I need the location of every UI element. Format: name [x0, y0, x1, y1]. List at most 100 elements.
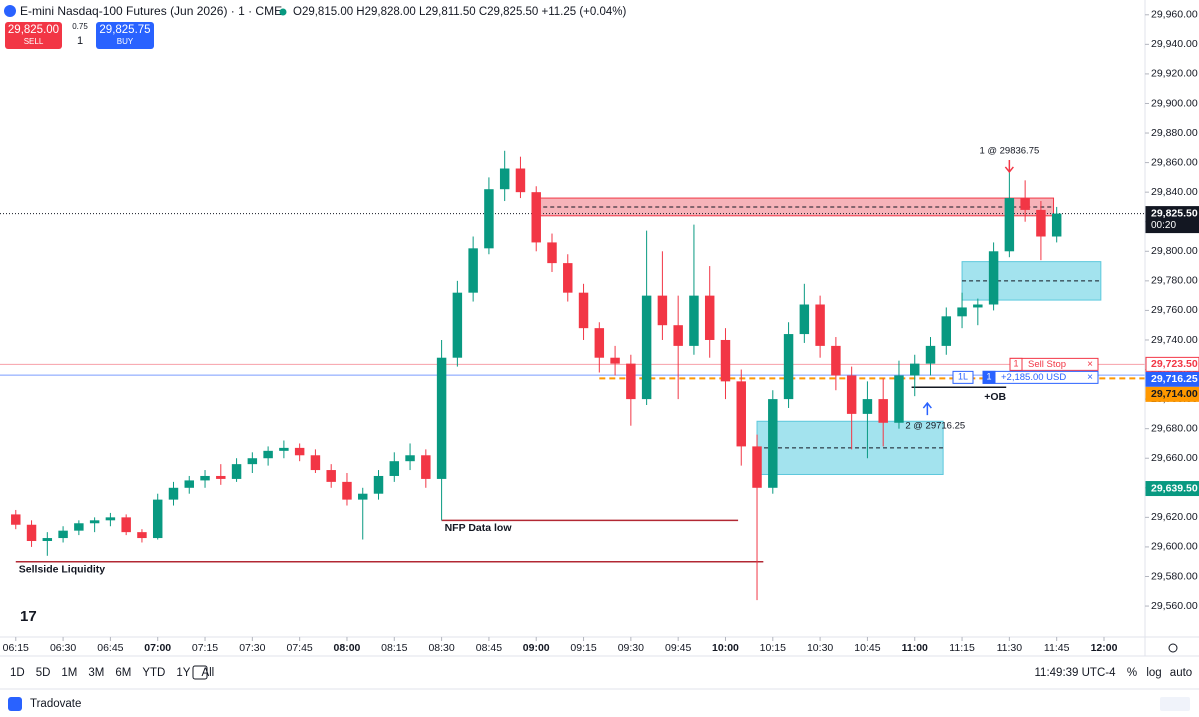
x-tick-label: 08:30	[428, 642, 454, 654]
candle-body	[689, 295, 699, 346]
candle-body	[515, 168, 526, 193]
candle-body	[152, 499, 163, 539]
candle-body	[846, 375, 857, 414]
candle-body	[294, 447, 305, 456]
x-tick-label: 07:30	[239, 642, 265, 654]
x-tick-label: 08:00	[334, 642, 361, 654]
execution-label: 2 @ 29716.25	[905, 421, 965, 432]
candle-body	[74, 523, 84, 531]
candle-body	[941, 316, 952, 346]
x-tick-label: 09:00	[523, 642, 550, 654]
y-tick-label: 29,880.00	[1151, 127, 1198, 139]
clock: 11:49:39 UTC-4	[1035, 667, 1117, 679]
y-tick-label: 29,680.00	[1151, 422, 1198, 434]
order-label[interactable]: +2,185.00 USD	[1001, 372, 1066, 383]
candle-body	[499, 168, 510, 190]
candle-body	[957, 307, 967, 317]
y-tick-label: 29,800.00	[1151, 245, 1198, 257]
candle-body	[26, 524, 37, 542]
candle-body	[547, 242, 557, 264]
candle-body	[878, 399, 888, 423]
candle-body	[421, 455, 431, 479]
candle-body	[673, 325, 683, 346]
order-close[interactable]: ×	[1087, 359, 1093, 370]
order-qty: 1	[986, 372, 991, 382]
order-qty-box	[982, 370, 996, 384]
x-tick-label: 09:45	[665, 642, 691, 654]
panel-toggle[interactable]	[1160, 697, 1190, 711]
x-tick-label: 10:15	[760, 642, 786, 654]
candle-body	[42, 538, 53, 542]
symbol-title: E-mini Nasdaq-100 Futures (Jun 2026) · 1…	[20, 4, 282, 18]
buy-button[interactable]	[96, 22, 154, 49]
candle-body	[783, 334, 794, 400]
quantity[interactable]: 1	[77, 35, 83, 47]
candle-body	[1020, 198, 1030, 210]
range-button[interactable]: 3M	[88, 667, 104, 679]
range-button[interactable]: 5D	[36, 667, 51, 679]
date-range-icon[interactable]	[192, 665, 208, 680]
candle-body	[563, 263, 573, 293]
y-tick-label: 29,920.00	[1151, 68, 1198, 80]
price-label: 29,825.50	[1151, 207, 1198, 219]
tv-logo: 17	[20, 608, 37, 625]
price-label: 29,714.00	[1151, 388, 1198, 400]
y-tick-label: 29,840.00	[1151, 186, 1198, 198]
execution-label: 1 @ 29836.75	[979, 145, 1039, 156]
y-tick-label: 29,560.00	[1151, 600, 1198, 612]
candle-body	[168, 487, 179, 500]
candle-body	[121, 517, 131, 533]
log-toggle[interactable]: log	[1146, 667, 1161, 679]
candle-body	[910, 363, 920, 376]
buy-price[interactable]: 29,825.75	[99, 24, 150, 36]
spread: 0.75	[72, 22, 88, 31]
candle-body	[468, 248, 478, 293]
candle-body	[594, 328, 605, 358]
order-close[interactable]: ×	[1087, 372, 1093, 383]
sell-button[interactable]	[5, 22, 62, 49]
symbol-logo	[4, 5, 16, 17]
range-button[interactable]: 6M	[115, 667, 131, 679]
candle-body	[1036, 209, 1046, 237]
x-tick-label: 07:45	[287, 642, 313, 654]
range-button[interactable]: 1D	[10, 667, 25, 679]
range-button[interactable]: YTD	[142, 667, 165, 679]
x-tick-label: 10:30	[807, 642, 833, 654]
ohlc: O29,815.00 H29,828.00 L29,811.50 C29,825…	[293, 6, 627, 18]
candle-body	[657, 295, 668, 326]
buy-arrow	[922, 401, 932, 416]
candle-body	[973, 304, 983, 308]
candle-body	[247, 458, 258, 465]
y-tick-label: 29,900.00	[1151, 97, 1198, 109]
x-tick-label: 07:00	[144, 642, 171, 654]
order-label[interactable]: Sell Stop	[1028, 359, 1066, 370]
y-tick-label: 29,580.00	[1151, 570, 1198, 582]
sell-arrow	[1004, 159, 1014, 174]
price-label: 29,716.25	[1151, 373, 1198, 385]
price-label-box	[1145, 356, 1199, 372]
range-button[interactable]: All	[201, 667, 214, 679]
x-tick-label: 09:15	[570, 642, 596, 654]
range-button[interactable]: 1Y	[176, 667, 190, 679]
auto-toggle[interactable]: auto	[1170, 667, 1192, 679]
settings-icon[interactable]	[1168, 643, 1178, 653]
sell-label[interactable]: SELL	[24, 37, 44, 46]
buy-label[interactable]: BUY	[117, 37, 134, 46]
x-tick-label: 10:45	[854, 642, 880, 654]
candle-body	[736, 381, 746, 447]
x-tick-label: 12:00	[1091, 642, 1118, 654]
percent-toggle[interactable]: %	[1127, 667, 1137, 679]
x-tick-label: 10:00	[712, 642, 739, 654]
candle-body	[641, 295, 652, 400]
candle-body	[752, 446, 762, 488]
range-button[interactable]: 1M	[61, 667, 77, 679]
sell-price[interactable]: 29,825.00	[8, 24, 59, 36]
candle-body	[484, 189, 494, 249]
x-tick-label: 06:15	[3, 642, 29, 654]
broker-name[interactable]: Tradovate	[30, 698, 81, 710]
segment-label: +OB	[984, 391, 1006, 403]
price-label-box	[1145, 481, 1199, 497]
candle-body	[263, 450, 273, 459]
x-tick-label: 06:30	[50, 642, 76, 654]
price-label: 29,639.50	[1151, 482, 1198, 494]
